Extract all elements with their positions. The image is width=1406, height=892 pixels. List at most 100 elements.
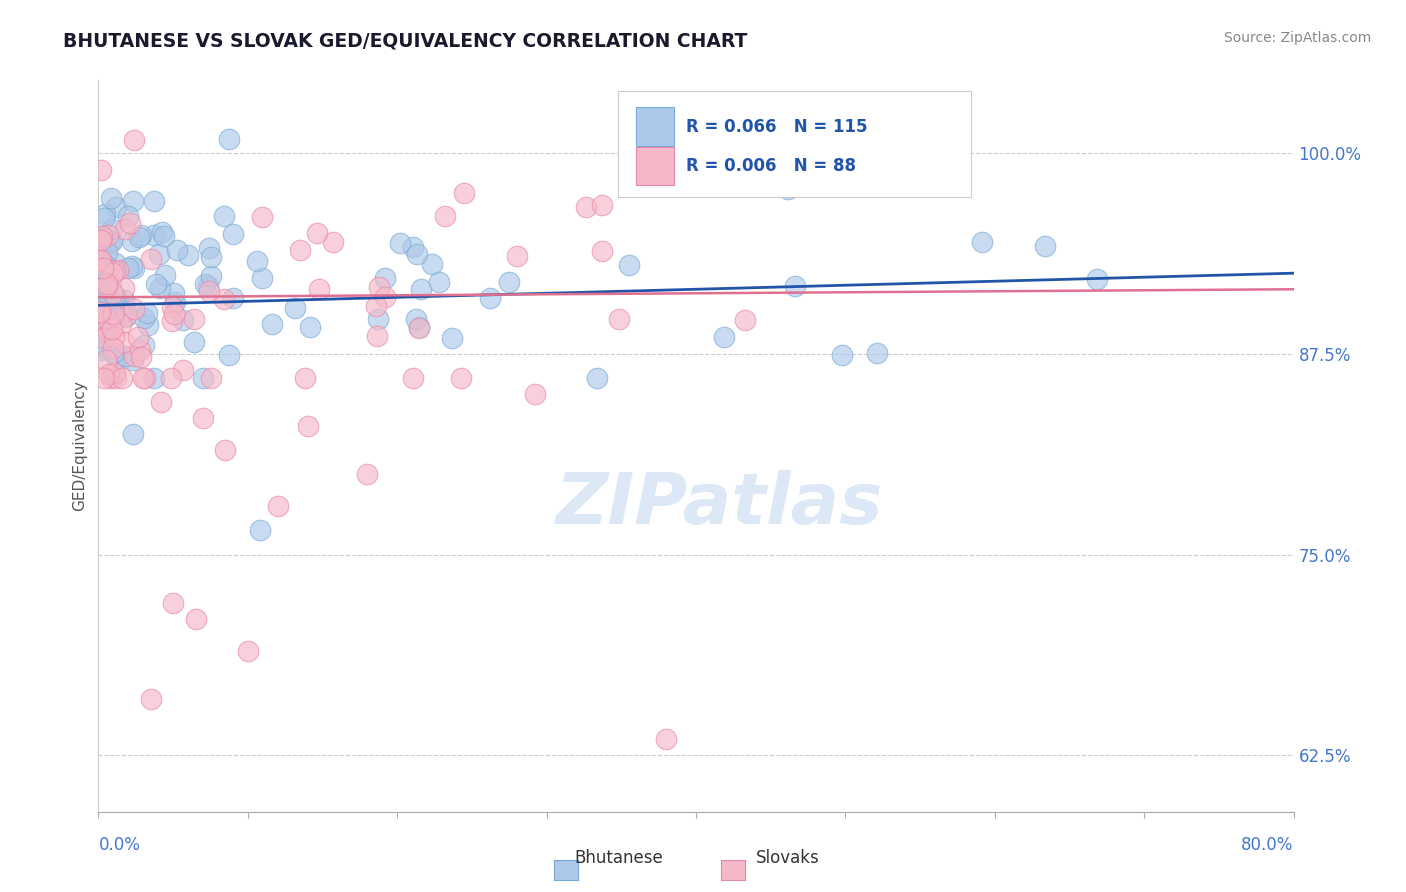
Point bbox=[149, 281, 172, 295]
Point bbox=[98, 320, 121, 334]
Point bbox=[479, 291, 502, 305]
Point bbox=[427, 275, 450, 289]
Point bbox=[607, 312, 630, 326]
Point bbox=[420, 257, 443, 271]
Point bbox=[94, 258, 117, 272]
Point bbox=[198, 241, 221, 255]
Point bbox=[1085, 272, 1108, 286]
Point bbox=[150, 225, 173, 239]
Point bbox=[118, 216, 141, 230]
Point bbox=[162, 596, 184, 610]
Point bbox=[97, 227, 120, 242]
Point bbox=[91, 284, 114, 298]
Point bbox=[127, 330, 149, 344]
Point bbox=[121, 259, 143, 273]
Point bbox=[200, 250, 222, 264]
Point bbox=[100, 273, 122, 287]
Point bbox=[408, 321, 430, 335]
Point bbox=[408, 319, 430, 334]
Point bbox=[108, 306, 131, 320]
Point bbox=[218, 132, 240, 146]
Point bbox=[101, 341, 124, 355]
Point bbox=[97, 367, 120, 381]
Point bbox=[440, 331, 463, 345]
Point bbox=[222, 291, 245, 305]
Point bbox=[114, 222, 136, 236]
Text: BHUTANESE VS SLOVAK GED/EQUIVALENCY CORRELATION CHART: BHUTANESE VS SLOVAK GED/EQUIVALENCY CORR… bbox=[63, 31, 748, 50]
FancyBboxPatch shape bbox=[637, 147, 675, 185]
Text: ZIPatlas: ZIPatlas bbox=[557, 470, 883, 539]
Point bbox=[96, 244, 118, 259]
Point bbox=[103, 329, 125, 343]
Point bbox=[972, 235, 994, 249]
Point bbox=[288, 244, 311, 258]
Point bbox=[104, 289, 127, 303]
Point bbox=[93, 370, 115, 384]
Point bbox=[148, 247, 170, 261]
Text: R = 0.066   N = 115: R = 0.066 N = 115 bbox=[686, 118, 868, 136]
Point bbox=[366, 329, 388, 343]
Point bbox=[89, 305, 111, 319]
Point bbox=[90, 318, 112, 333]
Point bbox=[89, 254, 111, 268]
Point bbox=[115, 349, 138, 363]
Point bbox=[101, 234, 124, 248]
Point bbox=[141, 252, 163, 267]
Point bbox=[101, 307, 124, 321]
Point bbox=[294, 370, 316, 384]
Point bbox=[108, 297, 131, 311]
Point bbox=[103, 263, 125, 277]
Point bbox=[433, 209, 456, 223]
Point bbox=[198, 284, 221, 298]
Point bbox=[734, 313, 756, 327]
Point bbox=[96, 277, 118, 291]
Point bbox=[112, 293, 135, 308]
Point bbox=[262, 317, 284, 331]
Point bbox=[89, 255, 111, 269]
Point bbox=[101, 304, 124, 318]
Point bbox=[405, 311, 427, 326]
Point bbox=[591, 244, 613, 258]
Point bbox=[89, 277, 111, 292]
Point bbox=[193, 277, 215, 292]
Point bbox=[90, 303, 112, 318]
Point bbox=[172, 312, 194, 326]
Point bbox=[107, 263, 129, 277]
Point bbox=[121, 352, 143, 367]
Point bbox=[160, 314, 183, 328]
Point bbox=[249, 524, 271, 538]
Point bbox=[103, 366, 125, 380]
Point bbox=[134, 370, 156, 384]
Text: Slovaks: Slovaks bbox=[755, 849, 820, 867]
Point bbox=[218, 348, 240, 362]
Point bbox=[172, 362, 194, 376]
Point bbox=[136, 318, 159, 332]
Point bbox=[89, 304, 111, 318]
Point bbox=[94, 343, 117, 357]
Point bbox=[250, 271, 273, 285]
Point bbox=[101, 222, 124, 236]
Point bbox=[142, 194, 165, 208]
Point bbox=[101, 285, 124, 300]
Point bbox=[166, 243, 188, 257]
Point bbox=[91, 263, 114, 277]
Point bbox=[655, 732, 678, 747]
Point bbox=[101, 345, 124, 359]
Point bbox=[104, 200, 127, 214]
Point bbox=[94, 258, 117, 272]
Point bbox=[200, 268, 222, 283]
Point bbox=[90, 253, 112, 268]
Point bbox=[89, 343, 111, 358]
Point bbox=[100, 322, 122, 336]
Point bbox=[136, 305, 159, 319]
Point bbox=[162, 285, 184, 300]
Point bbox=[299, 319, 322, 334]
Point bbox=[132, 370, 155, 384]
Point bbox=[713, 330, 735, 344]
Point bbox=[193, 370, 215, 384]
Point bbox=[104, 366, 127, 380]
Point bbox=[94, 264, 117, 278]
Point bbox=[90, 273, 112, 287]
Point bbox=[142, 227, 165, 242]
Point bbox=[96, 353, 118, 368]
